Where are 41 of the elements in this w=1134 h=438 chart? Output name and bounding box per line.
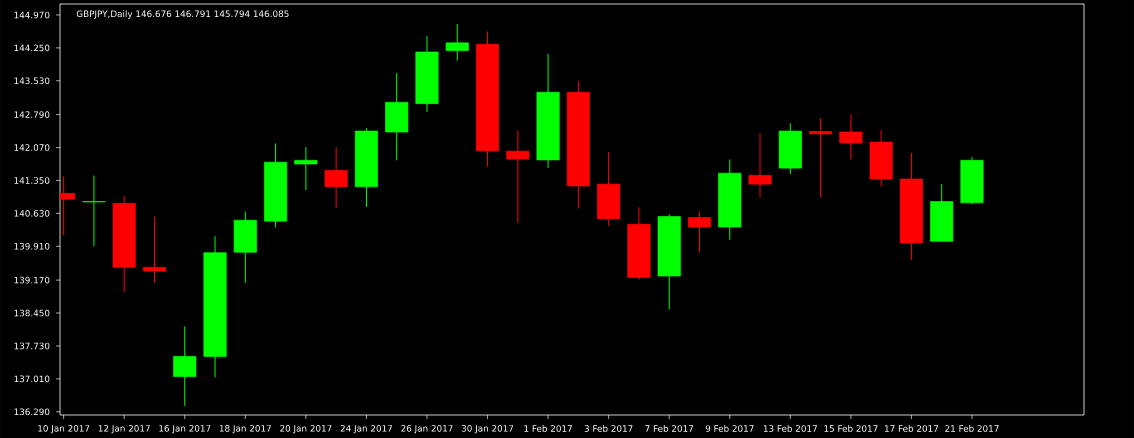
x-tick-label: 10 Jan 2017 bbox=[38, 425, 90, 434]
candlestick bbox=[82, 174, 106, 247]
y-tick-label: 140.630 bbox=[14, 210, 50, 217]
candlestick bbox=[687, 211, 712, 253]
y-tick-label: 137.010 bbox=[14, 375, 50, 383]
x-tick-label: 20 Jan 2017 bbox=[280, 425, 332, 434]
text: GBPJPY,Daily 146.676 146.791 145.794 146.085 bbox=[76, 10, 289, 19]
candlestick bbox=[839, 113, 863, 160]
y-tick-label: 136.290 bbox=[14, 408, 50, 416]
candlestick bbox=[506, 129, 530, 224]
y-tick-label: 142.070 bbox=[14, 144, 50, 151]
y-tick-label: 144.250 bbox=[14, 44, 50, 52]
y-tick-label: 138.450 bbox=[14, 309, 50, 317]
x-tick-label: 15 Feb 2017 bbox=[824, 425, 878, 432]
candlestick bbox=[809, 117, 833, 198]
y-tick-label: 144.970 bbox=[14, 11, 50, 19]
x-tick-label: 24 Jan 2017 bbox=[340, 425, 393, 434]
candlestick bbox=[748, 132, 772, 198]
candlestick bbox=[445, 23, 469, 62]
x-tick-label: 1 Feb 2017 bbox=[524, 425, 572, 432]
candlestick bbox=[173, 325, 197, 407]
y-tick-label: 139.170 bbox=[14, 276, 50, 284]
x-tick-label: 9 Feb 2017 bbox=[705, 425, 754, 432]
y-tick-label: 143.530 bbox=[14, 77, 50, 85]
candlestick bbox=[324, 146, 348, 209]
y-tick-label: 137.730 bbox=[14, 342, 50, 350]
y-tick-label: 139.910 bbox=[14, 242, 50, 250]
y-tick-label: 141.350 bbox=[14, 177, 50, 184]
x-tick-label: 17 Feb 2017 bbox=[885, 425, 939, 432]
x-tick-label: 12 Jan 2017 bbox=[98, 425, 150, 434]
y-tick-label: 142.790 bbox=[14, 111, 50, 118]
candlestick bbox=[294, 146, 318, 191]
candlestick bbox=[142, 216, 167, 284]
x-tick-label: 21 Feb 2017 bbox=[945, 425, 999, 432]
x-tick-label: 7 Feb 2017 bbox=[645, 425, 694, 432]
x-tick-label: 3 Feb 2017 bbox=[584, 425, 633, 432]
x-tick-label: 16 Jan 2017 bbox=[159, 425, 211, 434]
x-tick-label: 18 Jan 2017 bbox=[219, 425, 271, 434]
x-tick-label: 26 Jan 2017 bbox=[401, 425, 453, 434]
x-tick-label: 30 Jan 2017 bbox=[461, 425, 514, 434]
x-tick-label: 13 Feb 2017 bbox=[763, 425, 817, 432]
